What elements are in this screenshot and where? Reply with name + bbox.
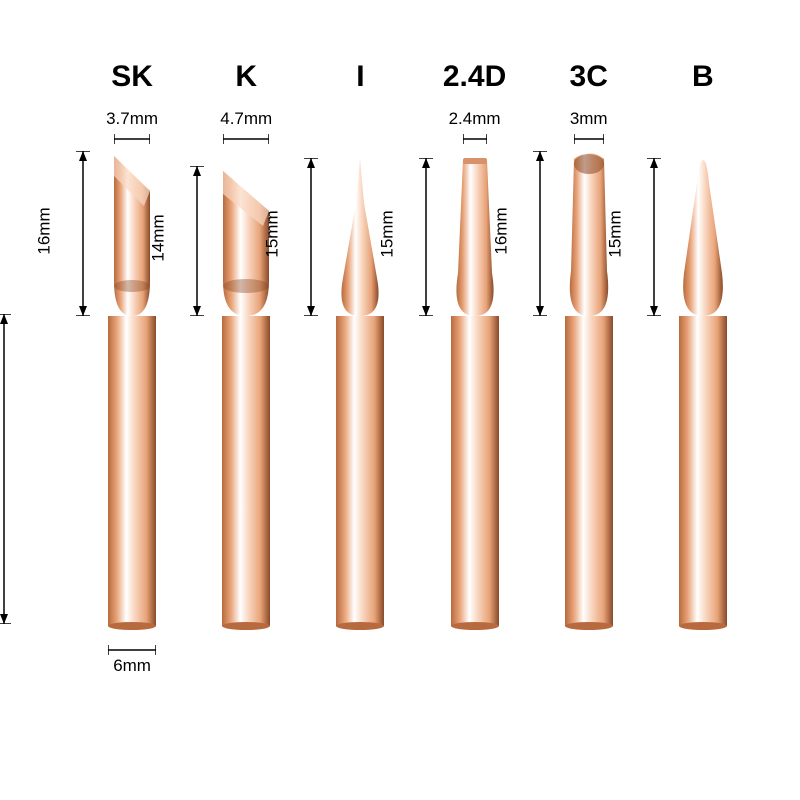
width-bracket-icon xyxy=(574,134,604,146)
width-bracket-icon xyxy=(114,134,150,146)
tip-column-3c: 3mm 16mm xyxy=(534,109,644,631)
tip-width-label: 4.7mm xyxy=(220,109,272,131)
base-width-label: 6mm xyxy=(102,656,162,676)
tips-row: 26mm 3.7mm 16mm xyxy=(40,109,760,631)
tip-height-annotation: 15mm xyxy=(417,158,435,631)
tip-height-annotation: 15mm xyxy=(645,158,663,631)
tip-width-label: 3mm xyxy=(570,109,608,131)
model-label: 2.4D xyxy=(420,60,530,94)
tip-height-annotation: 14mm xyxy=(188,166,206,631)
tip-column-24d: 2.4mm 15mm xyxy=(420,109,530,631)
model-label: SK xyxy=(77,60,187,94)
tip-column-sk: 3.7mm 16mm xyxy=(77,109,187,631)
width-bracket-icon xyxy=(223,134,269,146)
tip-column-k: 4.7mm 14mm xyxy=(191,109,301,631)
width-bracket-icon xyxy=(102,642,162,654)
tip-height-label: 14mm xyxy=(149,214,169,261)
model-label: B xyxy=(648,60,758,94)
tip-height-label: 15mm xyxy=(263,210,283,257)
tip-height-annotation: 16mm xyxy=(74,151,92,631)
tip-column-i: 15mm xyxy=(305,109,415,631)
model-label: I xyxy=(305,60,415,94)
model-label: K xyxy=(191,60,301,94)
tip-height-label: 16mm xyxy=(35,207,55,254)
tip-column-b: 15mm xyxy=(648,109,758,631)
tip-height-label: 15mm xyxy=(377,210,397,257)
model-label: 3C xyxy=(534,60,644,94)
body-length-annotation: 26mm xyxy=(0,314,13,624)
tip-height-label: 16mm xyxy=(491,207,511,254)
base-width-annotation: 6mm xyxy=(102,642,162,676)
diagram-container: SK K I 2.4D 3C B 26mm 3.7mm xyxy=(40,60,760,740)
tip-height-annotation: 16mm xyxy=(531,151,549,631)
tip-height-label: 15mm xyxy=(605,210,625,257)
soldering-tip-b-icon xyxy=(675,158,731,631)
tip-width-label: 3.7mm xyxy=(106,109,158,131)
tip-width-label: 2.4mm xyxy=(449,109,501,131)
tip-height-annotation: 15mm xyxy=(302,158,320,631)
tip-graphic: 15mm xyxy=(675,158,731,631)
width-bracket-icon xyxy=(463,134,487,146)
model-header-row: SK K I 2.4D 3C B xyxy=(40,60,760,94)
